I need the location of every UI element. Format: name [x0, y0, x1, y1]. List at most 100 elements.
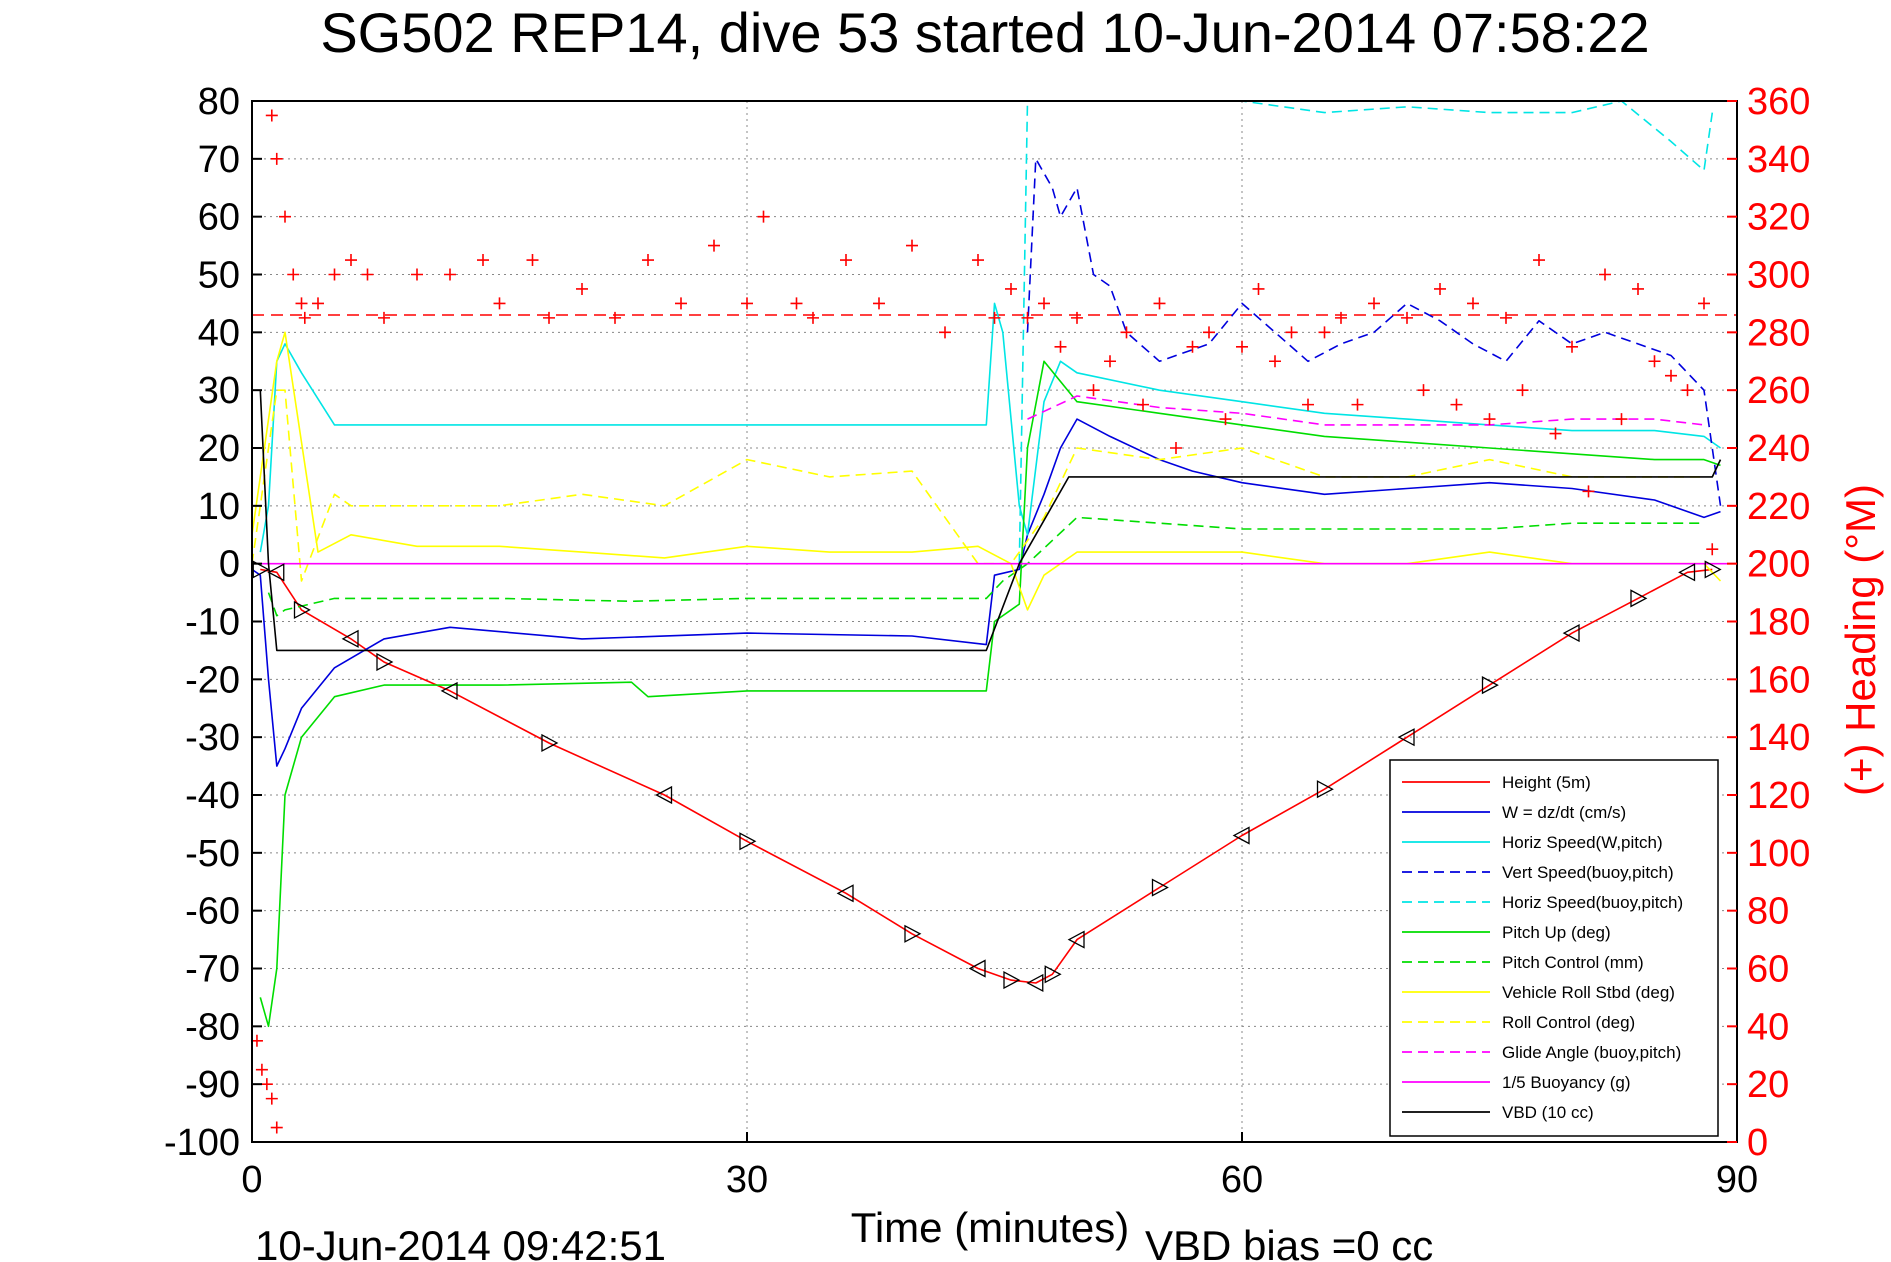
y-right-tick-label: 320 [1747, 197, 1810, 239]
y-tick-label: -30 [185, 717, 240, 759]
legend-label: Roll Control (deg) [1502, 1013, 1635, 1032]
series-line [1027, 395, 1705, 426]
heading-marker [345, 254, 357, 267]
heading-marker [298, 311, 311, 324]
y-tick-label: 30 [198, 370, 240, 412]
heading-marker [1615, 413, 1628, 426]
x-tick-label: 0 [241, 1159, 262, 1201]
right-axis-label: (+) Heading (°M) [1837, 484, 1884, 796]
heading-marker [1269, 355, 1281, 368]
heading-marker [840, 254, 852, 267]
height-marker [293, 600, 311, 620]
series-line [260, 568, 1713, 984]
y-tick-label: -10 [185, 602, 240, 644]
heading-marker [988, 311, 1001, 324]
x-tick-label: 60 [1221, 1159, 1263, 1201]
chart-title: SG502 REP14, dive 53 started 10-Jun-2014… [320, 1, 1649, 64]
y-tick-label: 20 [198, 428, 240, 470]
legend-label: Glide Angle (buoy,pitch) [1502, 1043, 1681, 1062]
y-right-tick-label: 300 [1747, 255, 1810, 297]
height-marker [252, 560, 270, 579]
height-marker [1232, 826, 1250, 845]
heading-marker [939, 326, 951, 339]
heading-marker [260, 1078, 273, 1091]
heading-marker [1153, 297, 1166, 310]
legend-label: Horiz Speed(W,pitch) [1502, 833, 1663, 852]
heading-marker [378, 311, 390, 324]
heading-marker [1434, 282, 1446, 295]
heading-marker [526, 254, 539, 267]
heading-marker [1681, 384, 1694, 397]
heading-marker [1467, 297, 1479, 310]
heading-marker [1401, 311, 1413, 324]
height-marker [1026, 973, 1044, 993]
y-tick-label: 0 [219, 544, 240, 586]
heading-marker [361, 268, 374, 281]
y-tick-label: 10 [198, 486, 240, 528]
heading-marker [1632, 282, 1644, 295]
height-marker [1151, 878, 1169, 897]
legend-label: Vehicle Roll Stbd (deg) [1502, 983, 1675, 1002]
y-right-tick-label: 160 [1747, 659, 1810, 701]
y-tick-label: 40 [198, 312, 240, 354]
heading-marker [609, 311, 621, 324]
y-right-tick-label: 340 [1747, 139, 1810, 181]
height-marker [739, 832, 757, 851]
heading-marker [1170, 442, 1182, 454]
heading-marker [312, 297, 324, 310]
legend-label: Pitch Control (mm) [1502, 953, 1644, 972]
y-right-tick-label: 360 [1747, 81, 1810, 123]
heading-marker [1005, 282, 1017, 295]
y-right-tick-label: 0 [1747, 1122, 1768, 1164]
heading-marker [1417, 384, 1430, 397]
y-tick-label: 70 [198, 139, 240, 181]
heading-marker [543, 311, 555, 324]
heading-marker [493, 297, 506, 310]
height-marker [655, 785, 673, 805]
heading-marker [1054, 340, 1067, 353]
y-right-tick-label: 120 [1747, 775, 1810, 817]
legend-label: Horiz Speed(buoy,pitch) [1502, 893, 1683, 912]
y-right-tick-label: 240 [1747, 428, 1810, 470]
heading-marker [757, 210, 770, 223]
y-tick-label: -100 [164, 1122, 240, 1164]
y-right-tick-label: 260 [1747, 370, 1810, 412]
series-line [267, 516, 1704, 617]
heading-marker [1120, 326, 1133, 339]
legend: Height (5m) W = dz/dt (cm/s) Horiz Speed(W… [1389, 759, 1719, 1137]
height-marker [1044, 965, 1062, 984]
height-marker [440, 681, 458, 700]
height-markers [252, 560, 1722, 993]
height-marker [1630, 589, 1648, 608]
heading-marker [1566, 340, 1578, 353]
heading-marker [1665, 369, 1677, 382]
series-line [259, 302, 1721, 553]
y-tick-label: -90 [185, 1064, 240, 1106]
heading-marker [972, 254, 984, 267]
height-marker [541, 733, 559, 753]
heading-marker [295, 297, 308, 310]
heading-marker [1021, 311, 1034, 324]
footer-vbd-bias: VBD bias =0 cc [1145, 1222, 1433, 1262]
heading-marker [328, 268, 341, 281]
heading-marker [642, 254, 654, 267]
heading-marker [1137, 398, 1149, 411]
y-tick-label: -60 [185, 891, 240, 933]
y-tick-label: 50 [198, 255, 240, 297]
legend-label: VBD (10 cc) [1502, 1103, 1594, 1122]
legend-label: Vert Speed(buoy,pitch) [1502, 863, 1674, 882]
heading-marker [1318, 326, 1331, 339]
y-tick-label: -50 [185, 833, 240, 875]
heading-marker [1706, 543, 1719, 556]
footer-timestamp: 10-Jun-2014 09:42:51 [255, 1222, 666, 1262]
heading-marker [790, 297, 803, 310]
y-tick-label: -80 [185, 1006, 240, 1048]
height-marker [968, 959, 986, 978]
height-marker [267, 563, 285, 582]
heading-marker [1236, 340, 1248, 353]
height-marker [1003, 970, 1021, 990]
heading-marker [1368, 297, 1380, 310]
heading-marker [444, 268, 456, 281]
y-tick-label: -20 [185, 659, 240, 701]
heading-marker [1698, 297, 1710, 310]
